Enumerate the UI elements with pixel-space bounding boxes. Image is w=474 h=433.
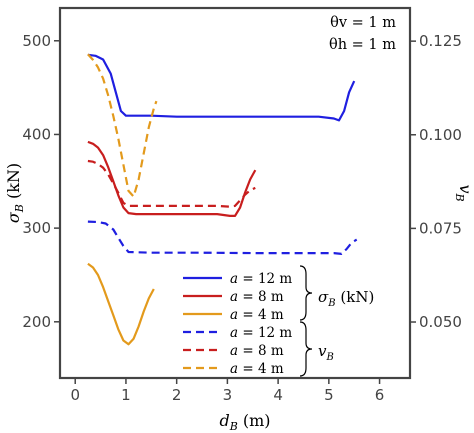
right-y-tick-label: 0.050 bbox=[419, 313, 462, 331]
annotation-theta-h: θh = 1 m bbox=[329, 37, 396, 53]
legend-entry-label: a = 8 m bbox=[230, 343, 284, 359]
legend-group-label: vB bbox=[318, 342, 334, 363]
x-tick-label: 5 bbox=[324, 386, 334, 404]
legend-entry-label: a = 4 m bbox=[230, 307, 284, 323]
legend-entry-label: a = 8 m bbox=[230, 289, 284, 305]
plot-area-frame bbox=[58, 6, 412, 380]
series-line-v-b-4m bbox=[87, 53, 158, 198]
x-tick-label: 2 bbox=[172, 386, 182, 404]
x-tick-label: 0 bbox=[70, 386, 80, 404]
x-axis-label: dB (m) bbox=[219, 411, 270, 433]
series-line-sigma-b-12m bbox=[87, 53, 356, 122]
parameter-annotation: θv = 1 m θh = 1 m bbox=[329, 15, 396, 53]
left-y-axis-label: σB (kN) bbox=[4, 163, 26, 223]
left-y-axis-ticks: 200 300 400 500 bbox=[22, 32, 60, 331]
series-line-v-b-12m bbox=[87, 220, 358, 255]
legend-entry-label: a = 4 m bbox=[230, 361, 284, 377]
right-y-tick-label: 0.075 bbox=[419, 219, 462, 237]
legend-entry-label: a = 12 m bbox=[230, 325, 292, 341]
right-y-tick-label: 0.100 bbox=[419, 126, 462, 144]
right-y-axis-label: vB bbox=[453, 184, 474, 201]
legend-brace-v bbox=[299, 321, 313, 377]
left-y-tick-label: 200 bbox=[22, 313, 51, 331]
x-tick-label: 1 bbox=[121, 386, 131, 404]
right-y-tick-label: 0.125 bbox=[419, 32, 462, 50]
legend-brace-sigma bbox=[299, 265, 313, 321]
left-y-tick-label: 300 bbox=[22, 219, 51, 237]
annotation-theta-v: θv = 1 m bbox=[330, 15, 396, 31]
x-tick-label: 3 bbox=[223, 386, 233, 404]
series-lines bbox=[87, 53, 358, 346]
legend-group-label: σB (kN) bbox=[318, 288, 374, 309]
legend-entry-label: a = 12 m bbox=[230, 271, 292, 287]
left-y-tick-label: 500 bbox=[22, 32, 51, 50]
series-line-sigma-b-4m bbox=[87, 262, 155, 346]
x-tick-label: 4 bbox=[273, 386, 283, 404]
series-line-v-b-8m bbox=[87, 159, 256, 208]
right-y-axis-ticks: 0.050 0.075 0.100 0.125 bbox=[410, 32, 462, 331]
legend: a = 12 m a = 8 m a = 4 m a = 12 m a = 8 m a =… bbox=[183, 265, 374, 377]
x-axis-ticks: 0 1 2 3 4 5 6 bbox=[70, 378, 384, 404]
x-tick-label: 6 bbox=[375, 386, 385, 404]
series-line-sigma-b-8m bbox=[87, 140, 257, 217]
left-y-tick-label: 400 bbox=[22, 125, 51, 143]
